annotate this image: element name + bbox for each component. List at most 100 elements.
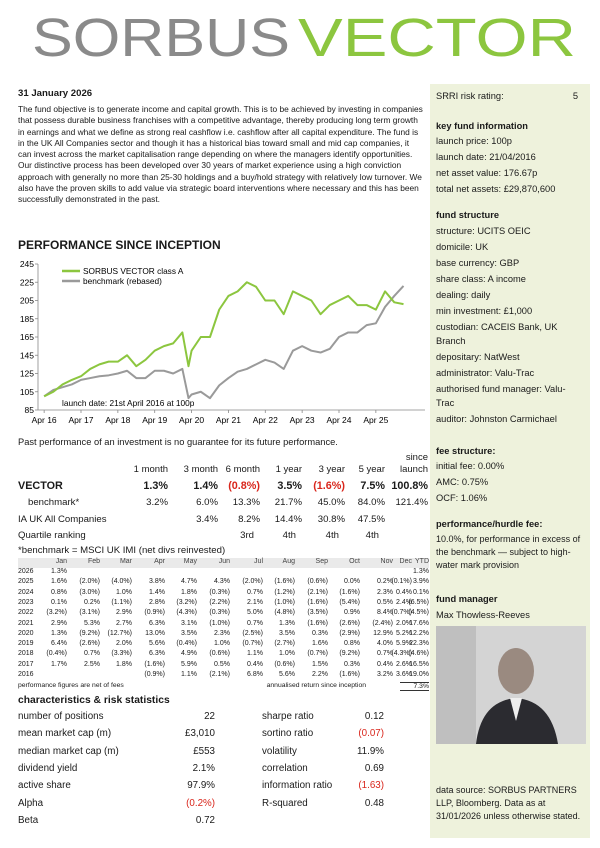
heading: fund structure [436,210,500,221]
list-item: authorised fund manager: Valu-Trac [436,383,566,408]
stat-label: mean market cap (m) [18,728,112,740]
year: 2024 [18,588,34,596]
cell: 0.0% [344,578,360,586]
cell: 2.9% [51,619,67,627]
sidebar: SRRI risk rating: 5 key fund information … [430,84,590,838]
y-tick-label: 165 [20,332,34,342]
cell: 13.0% [145,629,165,637]
year: 2022 [18,609,34,617]
stat-label: number of positions [18,711,104,722]
y-tick-label: 125 [20,369,34,379]
hurdle-text: 10.0%, for performance in excess of the … [436,533,581,570]
row-label: Quartile ranking [18,530,86,541]
cell: 47.5% [357,514,385,525]
cell: (0.9%) [144,609,165,617]
heading: key fund information [436,120,528,131]
cell: 1.3% [143,480,168,492]
annotation: launch date: 21st April 2016 at 100p [62,398,195,408]
cell: 0.2% [377,578,393,586]
list-item: base currency: GBP [436,257,520,268]
cell: (3.0%) [79,588,100,596]
month-header: Nov [380,558,393,565]
cell: (4.5%) [408,609,429,617]
x-tick-label: Apr 24 [326,415,351,425]
cell: 0.2% [84,598,100,606]
list-item: custodian: CACEIS Bank, UK Branch [436,321,558,346]
cell: (0.7%) [307,650,328,658]
srri-value: 5 [572,91,578,101]
cell: (1.6%) [307,619,328,627]
cell: (2.9%) [339,629,360,637]
cell: 3rd [240,530,254,541]
cell: (0.9%) [144,671,165,678]
cell: (2.1%) [307,588,328,596]
stat-label: Beta [18,814,39,826]
year: 2017 [18,660,34,668]
cell: 1.6% [51,578,67,586]
date: 31 January 2026 [18,88,93,99]
list-item: depositary: NatWest [436,351,520,362]
cell: 5.3% [84,619,100,627]
list-item: auditor: Johnston Carmichael [436,413,557,424]
annualised-value: 7.3% [399,682,429,692]
cell: 6.8% [247,671,263,678]
cell: 1.4% [193,480,218,492]
list: structure: UCITS OEIC domicile: UK base cu… [436,224,582,426]
column-header: 3 year [318,464,345,475]
cell: 0.3% [312,629,328,637]
logo-right: VECTOR [298,8,576,68]
cell: (4.3%) [391,650,412,658]
cell: 2.7% [116,619,132,627]
list-item: initial fee: 0.00% [436,461,505,472]
cell: 4th [365,530,379,541]
cell: 1.6% [312,640,328,648]
x-tick-label: Apr 19 [142,415,167,425]
year: 2023 [18,598,34,606]
cell: 1.4% [149,588,165,596]
cell: 0.1% [51,598,67,606]
heading: fee structure: [436,445,496,456]
cell: 21.7% [274,497,302,508]
cell: 16.5% [409,660,429,668]
cell: 1.0% [279,650,295,658]
month-header: Aug [282,558,295,565]
month-header: Jan [55,558,67,565]
cell: 2.2% [312,671,328,678]
x-tick-label: Apr 20 [179,415,204,425]
cell: 0.7% [84,650,100,658]
month-header: YTD [415,558,429,565]
cell: (1.6%) [274,578,295,586]
stat-value: (0.2%) [186,797,215,809]
stat-label: active share [18,780,71,792]
cell: 13.3% [232,497,260,508]
cell: (2.5%) [242,629,263,637]
x-tick-label: Apr 18 [105,415,130,425]
cell: 3.6% [396,671,412,678]
cell: (3.2%) [176,598,197,606]
stat-value: £3,010 [185,728,215,740]
x-tick-label: Apr 22 [253,415,278,425]
footnote: performance figures are net of fees [18,682,124,690]
cell: (4.0%) [111,578,132,586]
cell: (1.6%) [313,480,345,492]
cell: 1.8% [181,588,197,596]
note: *benchmark = MSCI UK IMI (net divs reinv… [18,545,226,556]
cell: 3.4% [196,514,218,525]
stat-value: (0.07) [358,728,384,740]
cell: 0.8% [344,640,360,648]
srri: SRRI risk rating: 5 [436,89,582,105]
cell: 5.0% [247,609,263,617]
cell: 5.6% [149,640,165,648]
cell: 6.4% [51,640,67,648]
cell: 1.3% [279,619,295,627]
list-item: total net assets: £29,870,600 [436,184,556,195]
year: 2016 [18,671,34,678]
cell: (6.5%) [408,598,429,606]
cell: (1.1%) [111,598,132,606]
y-tick-label: 225 [20,277,34,287]
cell: 22.3% [409,640,429,648]
cell: 7.5% [360,480,385,492]
cell: 0.4% [377,660,393,668]
list-item: AMC: 0.75% [436,477,489,488]
cell: (0.1%) [391,578,412,586]
